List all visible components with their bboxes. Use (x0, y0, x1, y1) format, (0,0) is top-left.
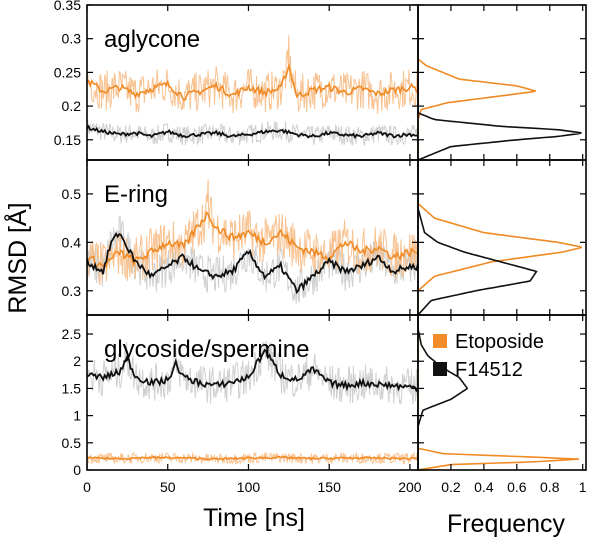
hist-x-tick-label: 1 (579, 479, 587, 495)
y-tick-label: 1.5 (62, 380, 82, 396)
x-axis-title: Time [ns] (203, 504, 305, 532)
y-axis-title: RMSD [Å] (2, 202, 32, 313)
y-tick-label: 1 (73, 408, 81, 424)
y-tick-label: 0.25 (54, 64, 81, 80)
hist-x-tick-label: 0.4 (474, 479, 494, 495)
hist-plot-area (418, 315, 580, 470)
hist-curve-f14512 (418, 5, 582, 160)
legend-label-etoposide: Etoposide (455, 331, 544, 353)
hist-curve-etoposide (418, 160, 583, 315)
panel-title: aglycone (104, 26, 200, 53)
panel-2: 0.3 0.4 0.5 E-ring (62, 159, 419, 316)
x-tick-label: 150 (318, 479, 342, 495)
histogram-3: 0.2 0.4 0.6 0.8 1 (417, 314, 587, 495)
x-tick-label: 0 (83, 479, 91, 495)
hist-frame (417, 159, 587, 316)
histogram-axis-title: Frequency (447, 510, 566, 538)
legend-label-f14512: F14512 (455, 359, 523, 381)
raw-trace-etoposide (87, 451, 418, 466)
y-tick-label: 0.5 (62, 186, 82, 202)
x-tick-label: 100 (237, 479, 261, 495)
panel-plot-area (87, 35, 418, 147)
avg-trace-etoposide (87, 455, 418, 461)
histogram-panels: 0.2 0.4 0.6 0.8 1 (417, 4, 587, 495)
y-tick-label: 2 (73, 353, 81, 369)
avg-trace-f14512 (87, 348, 418, 393)
panel-3: 0 0.5 1 1.5 2 2.5 0 50 100 150 200 glycoside/spermi… (62, 314, 422, 495)
y-tick-label: 0.35 (54, 0, 81, 13)
avg-trace-f14512 (87, 231, 418, 295)
hist-curve-f14512 (418, 160, 538, 315)
hist-plot-area (418, 5, 582, 160)
y-tick-label: 0.3 (62, 283, 82, 299)
raw-trace-f14512 (87, 119, 418, 147)
legend-swatch-etoposide (433, 334, 447, 348)
x-tick-label: 50 (160, 479, 176, 495)
y-tick-label: 0.15 (54, 132, 81, 148)
legend: Etoposide F14512 (433, 331, 544, 381)
x-tick-label: 200 (398, 479, 422, 495)
time-series-panels: 0.15 0.2 0.25 0.3 0.35 aglycone 0.3 0.4 0.5 E-rin… (54, 0, 422, 495)
avg-trace-etoposide (87, 210, 418, 269)
y-tick-label: 0.5 (62, 435, 82, 451)
legend-swatch-f14512 (433, 362, 447, 376)
panel-1: 0.15 0.2 0.25 0.3 0.35 aglycone (54, 0, 419, 161)
hist-frame (417, 314, 587, 471)
avg-trace-etoposide (87, 62, 418, 102)
panel-plot-area (87, 179, 418, 304)
y-tick-label: 0.3 (62, 31, 82, 47)
hist-curve-f14512 (418, 315, 468, 470)
hist-x-tick-label: 0.8 (540, 479, 560, 495)
y-tick-label: 0.2 (62, 98, 82, 114)
y-tick-label: 2.5 (62, 326, 82, 342)
hist-x-tick-label: 0.6 (507, 479, 527, 495)
hist-curve-etoposide (418, 5, 536, 160)
panel-title: E-ring (104, 181, 168, 208)
histogram-2 (417, 159, 587, 316)
y-tick-label: 0 (73, 462, 81, 478)
panel-title: glycoside/spermine (104, 336, 309, 363)
hist-x-tick-label: 0.2 (441, 479, 461, 495)
y-tick-label: 0.4 (62, 234, 82, 250)
avg-trace-f14512 (87, 124, 418, 140)
hist-plot-area (418, 160, 583, 315)
raw-trace-etoposide (87, 35, 418, 114)
histogram-1 (417, 4, 587, 161)
panel-plot-area (87, 340, 418, 466)
